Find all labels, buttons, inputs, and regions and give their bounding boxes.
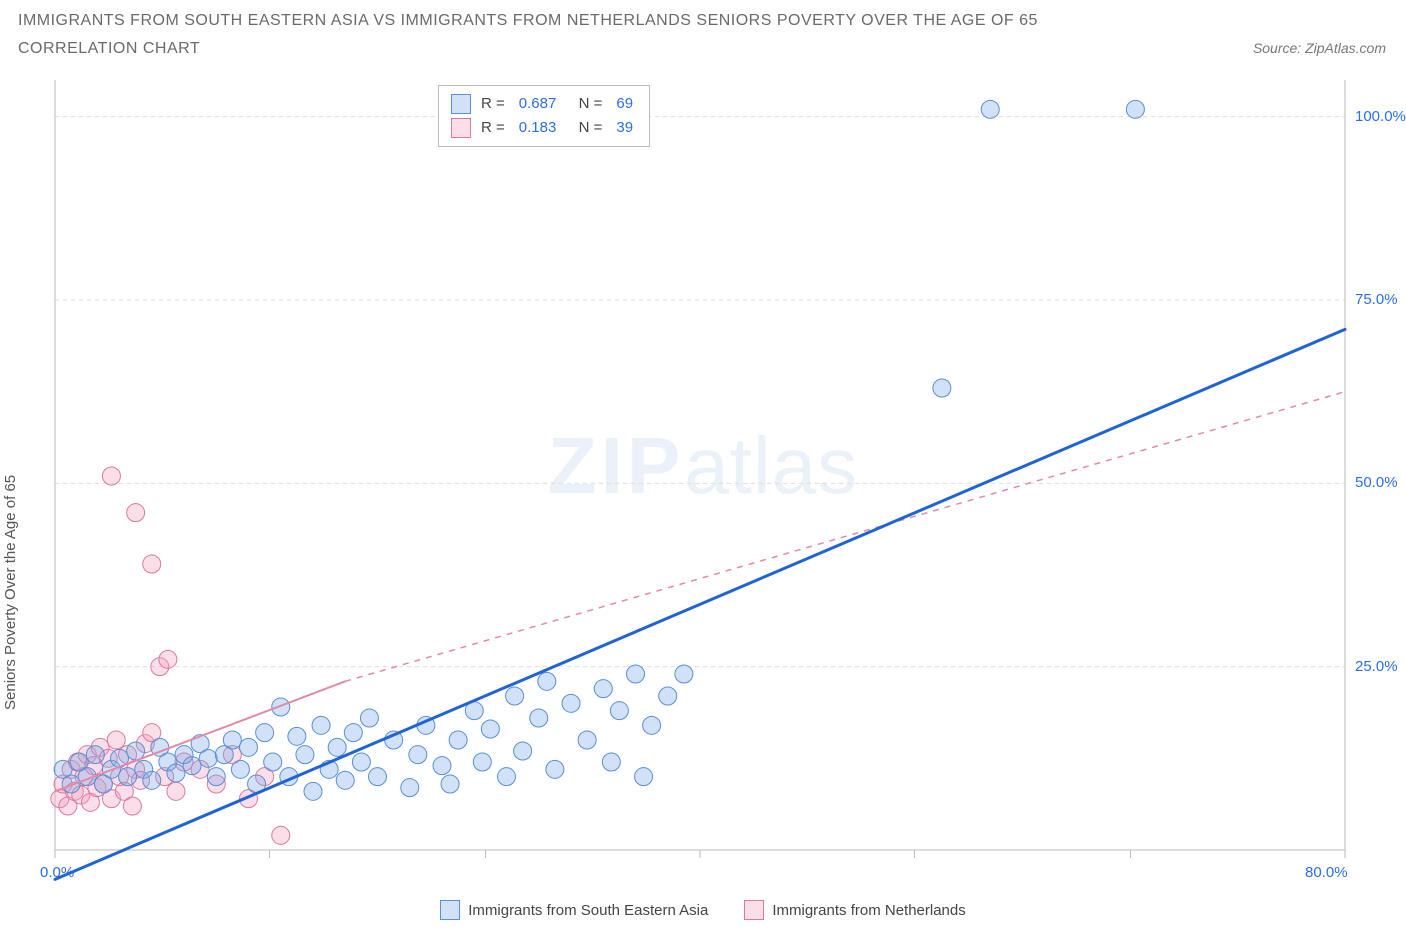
stat-n-label: N = bbox=[570, 92, 602, 116]
bottom-legend: Immigrants from South Eastern Asia Immigr… bbox=[0, 900, 1406, 924]
legend-item: Immigrants from South Eastern Asia bbox=[440, 900, 708, 920]
scatter-chart-svg bbox=[0, 70, 1406, 900]
stat-row: R = 0.183 N = 39 bbox=[451, 116, 637, 140]
legend-swatch bbox=[451, 118, 471, 138]
y-tick-label: 50.0% bbox=[1355, 474, 1398, 491]
legend-item: Immigrants from Netherlands bbox=[744, 900, 965, 920]
legend-swatch bbox=[744, 900, 764, 920]
source-attribution: Source: ZipAtlas.com bbox=[1253, 40, 1386, 56]
stat-r-label: R = bbox=[481, 116, 505, 140]
stat-n-value: 39 bbox=[616, 116, 633, 140]
y-tick-label: 75.0% bbox=[1355, 291, 1398, 308]
title-block: IMMIGRANTS FROM SOUTH EASTERN ASIA VS IM… bbox=[18, 12, 1038, 68]
legend-swatch bbox=[451, 94, 471, 114]
stat-n-value: 69 bbox=[616, 92, 633, 116]
stat-r-label: R = bbox=[481, 92, 505, 116]
stat-r-value: 0.687 bbox=[519, 92, 557, 116]
correlation-stat-box: R = 0.687 N = 69R = 0.183 N = 39 bbox=[438, 85, 650, 147]
chart-title-line2: CORRELATION CHART bbox=[18, 40, 1038, 58]
stat-row: R = 0.687 N = 69 bbox=[451, 92, 637, 116]
stat-n-label: N = bbox=[570, 116, 602, 140]
x-tick-label: 80.0% bbox=[1305, 864, 1348, 881]
stat-r-value: 0.183 bbox=[519, 116, 557, 140]
chart-title-line1: IMMIGRANTS FROM SOUTH EASTERN ASIA VS IM… bbox=[18, 12, 1038, 30]
legend-label: Immigrants from South Eastern Asia bbox=[468, 902, 708, 919]
chart-container: Seniors Poverty Over the Age of 65 ZIPat… bbox=[0, 70, 1406, 930]
x-tick-label: 0.0% bbox=[40, 864, 74, 881]
legend-label: Immigrants from Netherlands bbox=[772, 902, 965, 919]
legend-swatch bbox=[440, 900, 460, 920]
y-tick-label: 25.0% bbox=[1355, 658, 1398, 675]
y-tick-label: 100.0% bbox=[1355, 108, 1406, 125]
